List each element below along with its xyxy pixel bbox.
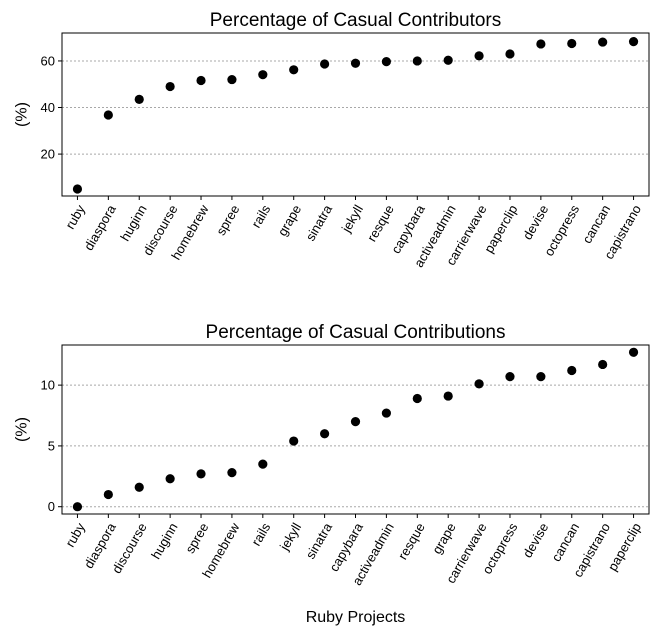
y-tick-label: 60 <box>41 53 55 68</box>
y-tick-label: 40 <box>41 100 55 115</box>
x-tick-label: jekyll <box>338 202 366 235</box>
y-tick-label: 0 <box>48 499 55 514</box>
data-point <box>258 70 268 80</box>
x-axis-label: Ruby Projects <box>306 609 406 626</box>
x-tick-label: grape <box>275 202 305 238</box>
data-point <box>474 51 484 61</box>
data-points <box>72 347 639 512</box>
contributors-panel: Percentage of Casual Contributors (%) 20… <box>14 10 650 270</box>
x-tick-label: devise <box>520 202 552 242</box>
x-tick-label: jekyll <box>276 520 304 553</box>
x-tick-label: sinatra <box>303 202 336 244</box>
y-tick-labels: 20 40 60 <box>41 53 62 162</box>
data-point <box>628 347 639 357</box>
data-point <box>381 57 391 67</box>
data-point <box>227 468 237 478</box>
x-tick-label: cancan <box>579 202 613 246</box>
plot-frame <box>61 32 650 197</box>
data-point <box>134 482 144 492</box>
data-point <box>72 184 83 194</box>
data-point <box>350 416 361 427</box>
chart-title: Percentage of Casual Contributors <box>210 10 502 31</box>
x-tick-label: cancan <box>548 520 582 564</box>
x-tick-label: devise <box>520 520 552 560</box>
data-point <box>567 365 577 376</box>
data-point <box>443 55 453 65</box>
x-tick-label: huginn <box>117 202 150 243</box>
data-point <box>412 393 422 404</box>
data-point <box>289 436 299 446</box>
data-point <box>258 459 268 469</box>
x-tick-label: spree <box>182 520 211 556</box>
gridlines <box>62 60 649 155</box>
data-point <box>567 38 577 49</box>
data-point <box>289 65 299 75</box>
data-point <box>320 59 330 69</box>
data-point <box>103 110 113 120</box>
data-point <box>134 94 144 104</box>
data-point <box>196 469 206 479</box>
y-tick-label: 20 <box>41 147 55 162</box>
x-tick-label: resque <box>364 202 397 244</box>
data-point <box>536 372 546 382</box>
data-point <box>103 489 113 500</box>
data-point <box>227 74 237 85</box>
x-tick-label: resque <box>395 520 428 562</box>
x-tick-label: rails <box>248 520 273 549</box>
data-point <box>598 37 608 47</box>
data-point <box>474 379 484 389</box>
data-point <box>320 429 330 439</box>
data-point <box>628 37 639 47</box>
x-tick-label: grape <box>429 520 459 556</box>
x-tick-label: huginn <box>148 520 181 561</box>
x-tick-label: spree <box>213 202 242 238</box>
x-tick-label: sinatra <box>303 520 336 562</box>
data-point <box>196 75 206 86</box>
data-point <box>381 408 391 418</box>
chart-title: Percentage of Casual Contributions <box>206 322 506 343</box>
plot-frame <box>61 344 650 515</box>
data-point <box>350 58 361 68</box>
contributions-panel: Percentage of Casual Contributions (%) 0… <box>14 322 650 626</box>
data-point <box>505 49 515 59</box>
data-point <box>443 391 453 401</box>
y-tick-labels: 0 5 10 <box>41 378 62 514</box>
x-tick-label: ruby <box>62 520 88 550</box>
data-point <box>72 502 83 512</box>
gridlines <box>62 384 649 508</box>
y-axis-label: (%) <box>14 417 31 442</box>
data-point <box>165 81 175 92</box>
data-point <box>412 56 422 66</box>
data-point <box>165 474 175 484</box>
y-tick-label: 10 <box>41 378 55 393</box>
data-point <box>536 39 546 49</box>
data-points <box>72 37 639 194</box>
data-point <box>505 372 515 382</box>
x-tick-label: ruby <box>62 202 88 232</box>
y-tick-label: 5 <box>48 438 55 453</box>
x-tick-label: rails <box>248 202 273 231</box>
y-axis-label: (%) <box>14 102 31 127</box>
data-point <box>598 359 608 370</box>
